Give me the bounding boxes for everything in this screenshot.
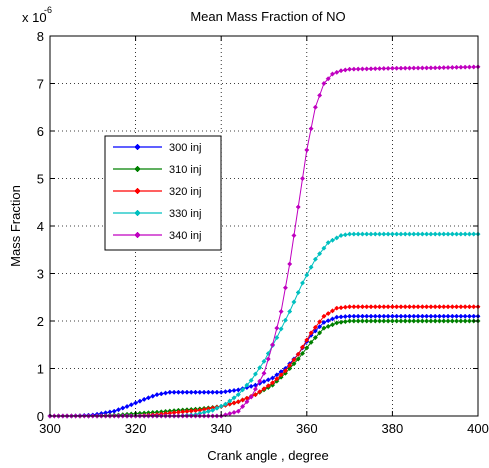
x-tick-label: 320 — [125, 421, 147, 436]
y-tick-label: 6 — [37, 124, 44, 139]
y-tick-label: 7 — [37, 77, 44, 92]
legend-label: 300 inj — [169, 142, 201, 154]
legend-label: 330 inj — [169, 208, 201, 220]
y-tick-label: 2 — [37, 314, 44, 329]
legend-box — [105, 136, 221, 250]
x-tick-label: 380 — [382, 421, 404, 436]
legend: 300 inj 310 inj 320 inj 330 inj 340 inj — [105, 136, 221, 250]
x-tick-label: 400 — [467, 421, 489, 436]
x-tick-label: 360 — [296, 421, 318, 436]
legend-label: 340 inj — [169, 230, 201, 242]
y-tick-label: 4 — [37, 219, 44, 234]
y-tick-label: 8 — [37, 29, 44, 44]
y-multiplier-exponent: -6 — [44, 5, 52, 15]
y-multiplier-label: x 10 — [22, 10, 47, 25]
x-tick-label: 340 — [210, 421, 232, 436]
y-tick-label: 3 — [37, 267, 44, 282]
x-axis-label: Crank angle , degree — [207, 448, 328, 463]
legend-label: 320 inj — [169, 186, 201, 198]
y-tick-label: 5 — [37, 172, 44, 187]
y-tick-label: 1 — [37, 362, 44, 377]
chart-title: Mean Mass Fraction of NO — [190, 9, 345, 24]
y-tick-label: 0 — [37, 409, 44, 424]
y-axis-label: Mass Fraction — [8, 185, 23, 267]
legend-label: 310 inj — [169, 164, 201, 176]
